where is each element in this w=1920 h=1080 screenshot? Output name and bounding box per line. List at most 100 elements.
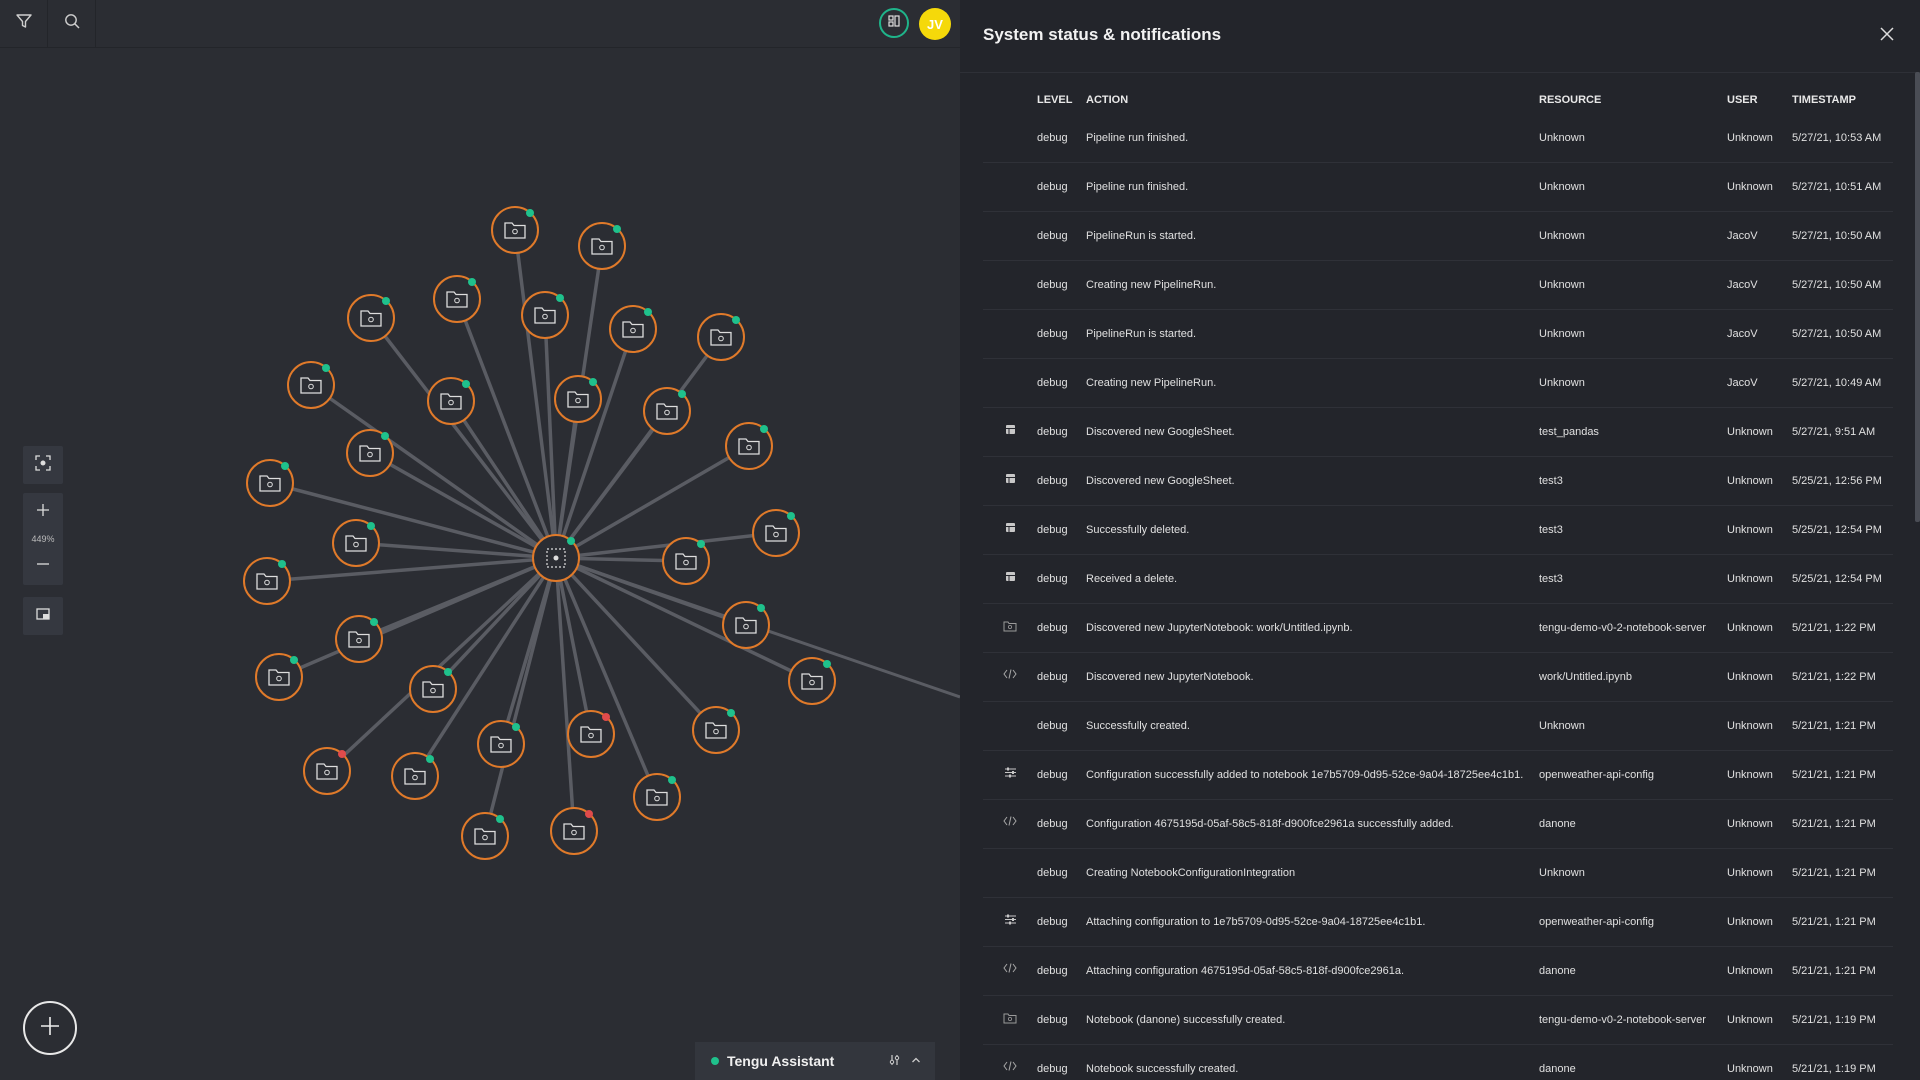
row-user: Unknown [1727, 701, 1792, 751]
table-row[interactable]: debug Notebook (danone) successfully crea… [983, 995, 1893, 1045]
user-avatar[interactable]: JV [919, 8, 951, 40]
col-action[interactable]: ACTION [1086, 94, 1129, 106]
fit-view-button[interactable] [23, 446, 63, 484]
table-row[interactable]: debug Successfully created. Unknown Unknown… [983, 701, 1893, 751]
assistant-controls[interactable] [889, 1053, 921, 1070]
notebook-node[interactable] [725, 422, 773, 470]
tengu-assistant-bar[interactable]: Tengu Assistant [695, 1042, 935, 1080]
notebook-node[interactable] [303, 747, 351, 795]
notebook-node[interactable] [461, 812, 509, 860]
notebook-node[interactable] [243, 557, 291, 605]
search-icon [63, 12, 81, 35]
row-action: Configuration successfully added to note… [1086, 750, 1539, 800]
table-row[interactable]: debug Successfully deleted. test3 Unknown 5/… [983, 505, 1893, 555]
col-timestamp[interactable]: TIMESTAMP [1792, 94, 1856, 106]
panel-title: System status & notifications [983, 25, 1222, 44]
table-row[interactable]: debug Notebook successfully created. danon… [983, 1044, 1893, 1080]
row-user: Unknown [1727, 799, 1792, 849]
notebook-node[interactable] [643, 387, 691, 435]
table-row[interactable]: debug Discovered new JupyterNotebook. work… [983, 652, 1893, 702]
notebook-node[interactable] [578, 222, 626, 270]
col-resource[interactable]: RESOURCE [1539, 94, 1602, 106]
row-timestamp: 5/27/21, 9:51 AM [1792, 407, 1893, 457]
notebook-node[interactable] [609, 305, 657, 353]
close-panel-button[interactable] [1875, 24, 1899, 48]
row-timestamp: 5/27/21, 10:49 AM [1792, 358, 1893, 408]
notebook-node[interactable] [346, 429, 394, 477]
filter-button[interactable] [0, 0, 48, 47]
panel-scrollbar[interactable] [1915, 72, 1920, 522]
table-row[interactable]: debug Creating NotebookConfigurationInteg… [983, 848, 1893, 898]
notebook-node[interactable] [433, 275, 481, 323]
row-resource: Unknown [1539, 114, 1727, 163]
notebook-node[interactable] [409, 665, 457, 713]
table-row[interactable]: debug Configuration successfully added to… [983, 750, 1893, 800]
notebook-node[interactable] [347, 294, 395, 342]
row-resource: Unknown [1539, 848, 1727, 898]
graph-edge [554, 556, 718, 732]
minimap-button[interactable] [23, 597, 63, 635]
table-row[interactable]: debug Discovered new GoogleSheet. test3 Unk… [983, 456, 1893, 506]
notebook-node[interactable] [692, 706, 740, 754]
hub-node[interactable] [532, 534, 580, 582]
notebook-node[interactable] [554, 375, 602, 423]
search-button[interactable] [48, 0, 96, 47]
graph-edge [555, 444, 750, 560]
notebook-node[interactable] [246, 459, 294, 507]
notebook-node[interactable] [427, 377, 475, 425]
zoom-out-button[interactable] [23, 547, 63, 585]
row-type-icon [983, 505, 1037, 555]
notebook-node[interactable] [477, 720, 525, 768]
graph-edge [554, 557, 593, 735]
settings-icon[interactable] [889, 1053, 903, 1070]
table-row[interactable]: debug Creating new PipelineRun. Unknown Jac… [983, 260, 1893, 310]
notebook-node[interactable] [633, 773, 681, 821]
zoom-in-button[interactable] [23, 493, 63, 531]
table-row[interactable]: debug Discovered new GoogleSheet. test_pan… [983, 407, 1893, 457]
status-notifications-button[interactable] [879, 8, 909, 38]
notebook-node[interactable] [788, 657, 836, 705]
notebook-node[interactable] [722, 601, 770, 649]
row-level: debug [1037, 995, 1086, 1045]
sheet-icon [1005, 571, 1016, 587]
notebook-node[interactable] [752, 509, 800, 557]
add-node-button[interactable] [23, 1001, 77, 1055]
row-timestamp: 5/21/21, 1:19 PM [1792, 1044, 1893, 1080]
node-graph[interactable] [0, 0, 960, 1080]
table-row[interactable]: debug Pipeline run finished. Unknown Unknow… [983, 114, 1893, 163]
row-level: debug [1037, 897, 1086, 947]
table-row[interactable]: debug Attaching configuration to 1e7b5709… [983, 897, 1893, 947]
table-row[interactable]: debug Pipeline run finished. Unknown Unknow… [983, 162, 1893, 212]
notebook-node[interactable] [391, 752, 439, 800]
notebook-node[interactable] [567, 710, 615, 758]
notebook-node[interactable] [332, 519, 380, 567]
row-user: Unknown [1727, 603, 1792, 653]
table-row[interactable]: debug PipelineRun is started. Unknown JacoV… [983, 309, 1893, 359]
table-row[interactable]: debug Attaching configuration 4675195d-05… [983, 946, 1893, 996]
row-resource: test_pandas [1539, 407, 1727, 457]
row-type-icon [983, 407, 1037, 457]
chevron-up-icon[interactable] [911, 1054, 921, 1068]
notebook-node[interactable] [550, 807, 598, 855]
row-type-icon [983, 995, 1037, 1045]
row-type-icon [983, 358, 1037, 408]
notebook-node[interactable] [287, 361, 335, 409]
row-type-icon [983, 162, 1037, 212]
notebook-node[interactable] [255, 653, 303, 701]
col-user[interactable]: USER [1727, 94, 1758, 106]
notebook-node[interactable] [335, 615, 383, 663]
graph-edge [369, 316, 558, 560]
graph-canvas[interactable]: JV 449% [0, 0, 960, 1080]
col-level[interactable]: LEVEL [1037, 94, 1073, 106]
table-row[interactable]: debug Received a delete. test3 Unknown 5/25/… [983, 554, 1893, 604]
notebook-node[interactable] [491, 206, 539, 254]
table-row[interactable]: debug Configuration 4675195d-05af-58c5-81… [983, 799, 1893, 849]
table-row[interactable]: debug PipelineRun is started. Unknown JacoV… [983, 211, 1893, 261]
notebook-node[interactable] [521, 291, 569, 339]
notebook-node[interactable] [662, 537, 710, 585]
table-row[interactable]: debug Discovered new JupyterNotebook: wor… [983, 603, 1893, 653]
row-level: debug [1037, 1044, 1086, 1080]
table-row[interactable]: debug Creating new PipelineRun. Unknown Jac… [983, 358, 1893, 408]
fit-view-panel [23, 446, 63, 484]
notebook-node[interactable] [697, 313, 745, 361]
